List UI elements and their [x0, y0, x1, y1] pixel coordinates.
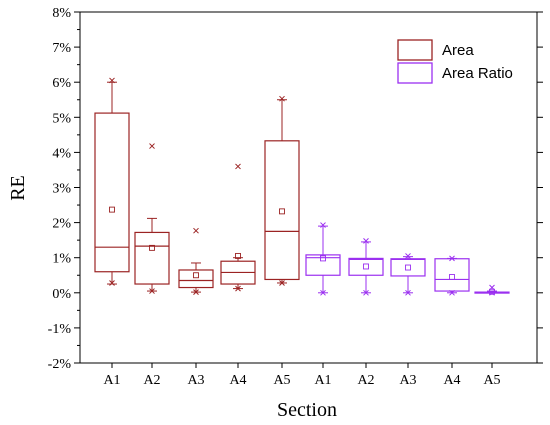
x-tick-label: A2	[143, 373, 160, 388]
box-iqr	[264, 140, 300, 281]
x-tick-label: A1	[103, 373, 120, 388]
mean-marker	[235, 252, 241, 259]
extreme-marker	[193, 289, 199, 295]
y-tick-label: 4%	[52, 146, 71, 161]
box-iqr	[348, 257, 384, 276]
extreme-marker	[149, 143, 155, 149]
y-tick-label: 7%	[52, 41, 71, 56]
y-tick-label: 3%	[52, 182, 71, 197]
box-plot-area	[94, 77, 510, 296]
mean-marker	[149, 244, 155, 251]
box-area-a5	[264, 95, 300, 286]
axes: -2% -1% 0% 1% 2% 3% 4% 5% 6% 7% 8% A1 A2 A3 A4 A5 A1 A2 A3…	[48, 6, 543, 388]
extreme-marker	[235, 285, 241, 292]
box-iqr	[178, 269, 214, 289]
extreme-marker	[109, 280, 115, 286]
mean-marker	[109, 206, 115, 213]
x-tick-label: A5	[483, 373, 500, 388]
x-tick-label: A2	[357, 373, 374, 388]
legend-label-area: Area	[442, 42, 474, 59]
extreme-marker	[405, 253, 411, 259]
y-tick-label: 2%	[52, 217, 71, 232]
x-axis-title: Section	[277, 399, 337, 421]
mean-marker	[489, 288, 495, 295]
y-tick-label: 8%	[52, 6, 71, 21]
extreme-marker	[489, 289, 495, 296]
box-area-ratio-a5	[474, 284, 510, 296]
extreme-marker	[449, 289, 455, 296]
legend: Area Area Ratio	[397, 39, 513, 84]
box-area-ratio-a2	[348, 237, 384, 296]
box-iqr	[94, 112, 130, 273]
extreme-marker	[279, 280, 285, 286]
legend-swatch-area-ratio	[397, 62, 433, 84]
box-area-a1	[94, 77, 130, 286]
box-area-ratio-a3	[390, 253, 426, 296]
extreme-marker	[363, 237, 369, 244]
x-tick-label: A5	[273, 373, 290, 388]
x-tick-label: A3	[399, 373, 416, 388]
extreme-marker	[193, 227, 199, 234]
mean-marker	[279, 208, 285, 215]
extreme-marker	[109, 77, 115, 84]
x-tick-label: A3	[187, 373, 204, 388]
legend-swatch-area	[397, 39, 433, 61]
x-tick-label: A1	[314, 373, 331, 388]
box-area-a4	[220, 163, 256, 292]
mean-marker	[449, 274, 455, 280]
legend-label-area-ratio: Area Ratio	[442, 65, 513, 82]
mean-marker	[193, 272, 199, 279]
box-iqr	[134, 231, 170, 285]
y-tick-label: 1%	[52, 252, 71, 267]
box-area-a3	[178, 227, 214, 295]
mean-marker	[363, 263, 369, 270]
y-tick-label: 6%	[52, 76, 71, 91]
y-tick-label: 0%	[52, 287, 71, 302]
y-axis-title: RE	[7, 175, 29, 201]
extreme-marker	[235, 163, 241, 170]
y-tick-label: -2%	[48, 357, 72, 372]
mean-marker	[320, 255, 326, 262]
box-area-a2	[134, 143, 170, 294]
box-iqr	[390, 258, 426, 277]
y-tick-label: 5%	[52, 111, 71, 126]
extreme-marker	[449, 255, 455, 262]
x-tick-label: A4	[229, 373, 246, 388]
y-tick-label: -1%	[48, 322, 72, 337]
box-area-ratio-a4	[434, 255, 470, 296]
extreme-marker	[489, 284, 495, 291]
extreme-marker	[149, 288, 155, 294]
extreme-marker	[405, 289, 411, 296]
extreme-marker	[320, 289, 326, 296]
extreme-marker	[279, 95, 285, 102]
x-tick-label: A4	[443, 373, 460, 388]
extreme-marker	[320, 222, 326, 228]
mean-marker	[405, 264, 411, 271]
box-iqr	[305, 254, 341, 276]
box-area-ratio-a1	[305, 222, 341, 296]
extreme-marker	[363, 289, 369, 296]
